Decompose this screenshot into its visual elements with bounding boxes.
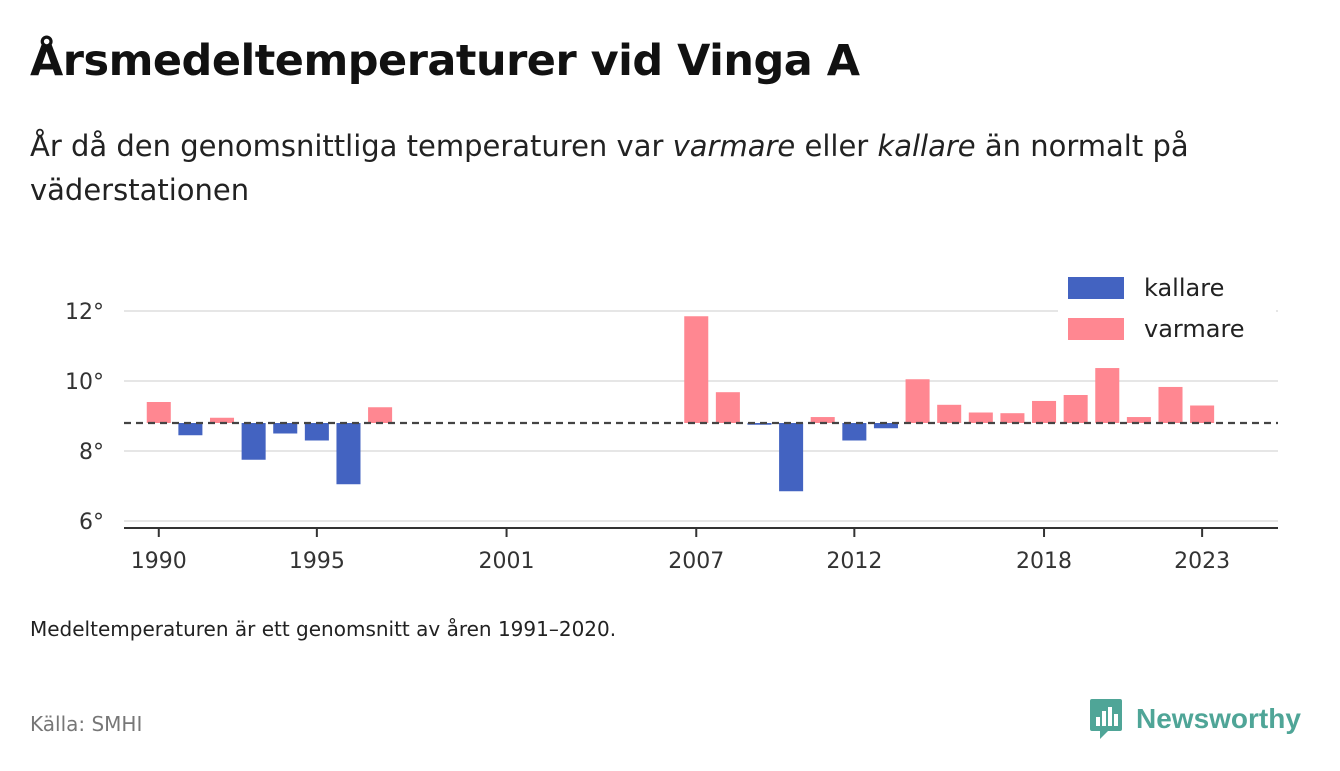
- bar-varmare: [146, 402, 171, 423]
- bar-varmare: [1095, 368, 1120, 423]
- bar-kallare: [779, 423, 804, 492]
- bar-varmare: [715, 392, 740, 423]
- y-tick-label: 8°: [79, 440, 104, 465]
- x-tick-label: 2001: [479, 549, 535, 574]
- bar-kallare: [747, 423, 772, 425]
- legend-label-kallare: kallare: [1144, 274, 1224, 302]
- bar-varmare: [368, 407, 393, 423]
- bar-kallare: [873, 423, 898, 429]
- legend-label-varmare: varmare: [1144, 315, 1245, 343]
- subtitle-emphasis-colder: kallare: [877, 129, 976, 163]
- legend-swatch-varmare: [1068, 318, 1124, 340]
- bar-varmare: [1158, 386, 1183, 423]
- subtitle-text: eller: [795, 129, 878, 163]
- bar-kallare: [178, 423, 203, 436]
- chart-title: Årsmedeltemperaturer vid Vinga A: [30, 36, 860, 86]
- brand-logo[interactable]: Newsworthy: [1088, 697, 1301, 741]
- bar-varmare: [1032, 400, 1057, 423]
- x-tick-label: 1990: [131, 549, 187, 574]
- bar-varmare: [209, 417, 235, 423]
- chart-subtitle: År då den genomsnittliga temperaturen va…: [30, 124, 1300, 212]
- temperature-bar-chart: 6° 8° 10° 12° 1990 1995 2001 2007 2012 2018 2023 k…: [65, 268, 1278, 574]
- bar-kallare: [304, 423, 329, 441]
- bar-varmare: [905, 379, 930, 423]
- bar-kallare: [273, 423, 298, 434]
- bar-varmare: [684, 316, 709, 423]
- bar-varmare: [810, 417, 835, 423]
- x-tick-label: 1995: [289, 549, 345, 574]
- axis-layer: 6° 8° 10° 12° 1990 1995 2001 2007 2012 2018 2023: [65, 300, 1278, 574]
- subtitle-text: År då den genomsnittliga temperaturen va…: [30, 129, 673, 163]
- bar-kallare: [842, 423, 867, 441]
- bar-varmare: [1000, 413, 1025, 423]
- source-text: Källa: SMHI: [30, 712, 143, 736]
- x-tick-label: 2012: [826, 549, 882, 574]
- chat-bar-chart-icon: [1090, 699, 1122, 739]
- bar-varmare: [937, 404, 962, 423]
- bar-layer: [124, 316, 1278, 492]
- bar-kallare: [241, 423, 266, 460]
- bar-varmare: [1126, 417, 1151, 423]
- x-tick-label: 2023: [1174, 549, 1230, 574]
- y-tick-label: 10°: [65, 370, 104, 395]
- chart-note: Medeltemperaturen är ett genomsnitt av å…: [30, 617, 617, 641]
- bar-varmare: [1063, 395, 1088, 423]
- subtitle-text: än normalt på väderstationen: [30, 129, 1189, 207]
- bar-kallare: [336, 423, 361, 485]
- subtitle-emphasis-warmer: varmare: [672, 129, 796, 163]
- legend-swatch-kallare: [1068, 277, 1124, 299]
- y-tick-label: 6°: [79, 510, 104, 535]
- x-tick-label: 2018: [1016, 549, 1072, 574]
- y-tick-label: 12°: [65, 300, 104, 325]
- bar-varmare: [1190, 405, 1215, 423]
- x-tick-label: 2007: [668, 549, 724, 574]
- brand-name: Newsworthy: [1136, 703, 1301, 734]
- bar-varmare: [968, 412, 993, 423]
- legend: kallare varmare: [1058, 268, 1276, 352]
